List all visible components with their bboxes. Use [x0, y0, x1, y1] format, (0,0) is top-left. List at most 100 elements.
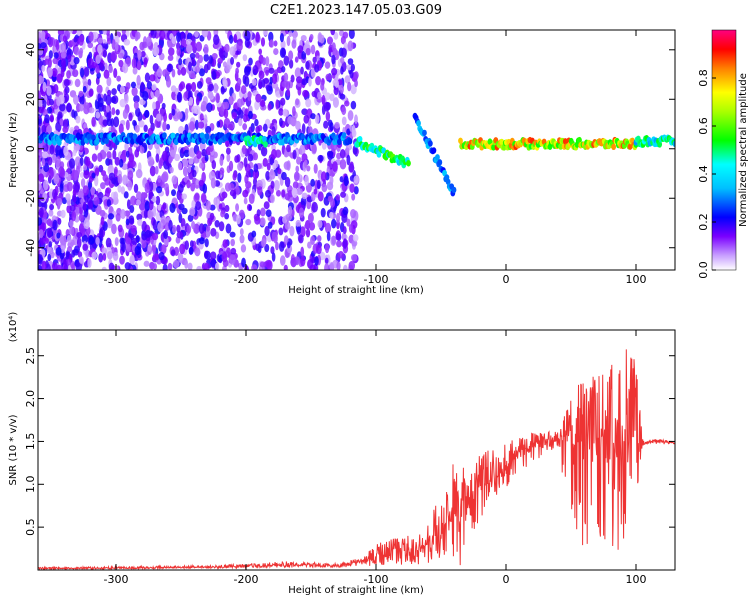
spectrogram-noise-cell — [158, 251, 165, 261]
spectrogram-noise-cell — [287, 205, 293, 216]
snr-y-tick-label: 1.5 — [24, 433, 37, 451]
spectrogram-noise-cell — [337, 251, 344, 259]
spectrogram-noise-cell — [329, 121, 334, 132]
spectrogram-noise-cell — [88, 236, 95, 245]
spectrogram-noise-cell — [192, 169, 197, 178]
spectrogram-noise-cell — [132, 66, 138, 75]
spectrogram-noise-cell — [184, 108, 189, 115]
spectrogram-noise-cell — [335, 232, 340, 241]
spectrogram-noise-cell — [152, 263, 158, 270]
spectrogram-noise-cell — [329, 175, 334, 186]
spectrogram-noise-cell — [351, 239, 358, 247]
spectrogram-noise-cell — [82, 243, 89, 251]
spectrogram-noise-cell — [225, 147, 231, 155]
spectrogram-noise-cell — [347, 40, 354, 52]
spectrogram-noise-cell — [64, 86, 70, 94]
spectrogram-noise-cell — [71, 263, 76, 270]
spectrogram-frame — [37, 29, 676, 271]
spectrogram-noise-cell — [317, 219, 323, 229]
spectrogram-noise-cell — [168, 155, 173, 164]
snr-y-tick-label: 1.0 — [24, 476, 37, 494]
spectrogram-noise-cell — [147, 243, 152, 252]
spectrogram-noise-cell — [77, 190, 84, 200]
spectrogram-noise-cell — [76, 232, 83, 239]
spectrogram-noise-cell — [209, 251, 217, 261]
spectrogram-noise-cell — [305, 98, 312, 108]
spectrogram-noise-cell — [227, 123, 233, 131]
spectrogram-noise-cell — [38, 180, 42, 191]
spectrogram-noise-cell — [333, 31, 339, 40]
spectrogram-noise-cell — [254, 100, 260, 111]
spectrogram-noise-cell — [113, 166, 118, 175]
spectrogram-noise-cell — [90, 186, 96, 196]
spectrogram-noise-cell — [332, 161, 338, 173]
spectrogram-noise-cell — [260, 146, 268, 157]
spectrogram-feature-cell — [162, 132, 167, 139]
spectrogram-noise-cell — [169, 149, 177, 157]
spectrogram-noise-cell — [113, 191, 119, 201]
spectrogram-noise-cell — [124, 93, 129, 104]
spectrogram-noise-cell — [38, 217, 43, 226]
spectrogram-noise-cell — [56, 232, 61, 239]
spectrogram-noise-cell — [283, 72, 289, 82]
spectrogram-noise-cell — [188, 157, 194, 165]
spectrogram-noise-cell — [325, 111, 331, 122]
spectrogram-noise-cell — [143, 260, 150, 267]
spectrogram-noise-cell — [211, 52, 218, 60]
spectrogram-noise-cell — [41, 30, 46, 40]
spectrogram-feature-cell — [376, 151, 382, 158]
spectrogram-noise-cell — [298, 207, 305, 219]
spectrogram-noise-cell — [101, 43, 108, 51]
spectrogram-noise-cell — [149, 165, 156, 177]
spectrogram-noise-cell — [252, 64, 259, 76]
spectrogram-noise-cell — [144, 72, 151, 83]
spectrogram-noise-cell — [102, 174, 109, 182]
spectrogram-feature-cell — [458, 137, 463, 144]
spectrogram-noise-cell — [135, 191, 142, 201]
spectrogram-noise-cell — [123, 191, 129, 199]
spectrogram-noise-cell — [321, 183, 328, 193]
spectrogram-noise-cell — [236, 98, 243, 108]
spectrogram-noise-cell — [52, 219, 58, 231]
spectrogram-noise-cell — [300, 35, 307, 42]
spectrogram-noise-cell — [196, 150, 202, 159]
spectrogram-noise-cell — [354, 114, 358, 124]
spectrogram-noise-cell — [111, 223, 117, 235]
spectrogram-noise-cell — [134, 245, 141, 256]
spectrogram-noise-cell — [290, 74, 295, 83]
spectrogram-noise-cell — [55, 246, 62, 256]
spectrogram-noise-cell — [269, 39, 275, 48]
spectrogram-feature-cell — [427, 140, 433, 147]
spectrogram-feature-cell — [442, 169, 447, 177]
spectrogram-noise-cell — [286, 88, 291, 97]
spectrogram-noise-cell — [237, 172, 242, 183]
spectrogram-noise-cell — [287, 115, 293, 125]
spectrogram-noise-cell — [225, 223, 232, 234]
spectrogram-noise-cell — [283, 235, 289, 245]
spectrogram-noise-cell — [111, 38, 116, 50]
spectrogram-noise-cell — [200, 192, 207, 203]
spectrogram-noise-cell — [126, 199, 131, 210]
spectrogram-noise-cell — [148, 181, 154, 192]
spectrogram-noise-cell — [75, 115, 81, 124]
spectrogram-noise-cell — [155, 195, 161, 206]
spectrogram-noise-cell — [315, 244, 322, 255]
spectrogram-noise-cell — [218, 203, 223, 210]
spectrogram-noise-cell — [303, 159, 308, 168]
spectrogram-noise-cell — [136, 60, 142, 71]
spectrogram-noise-cell — [79, 156, 84, 167]
spectrogram-noise-cell — [121, 30, 126, 35]
spectrogram-x-tick-label: -100 — [364, 273, 389, 286]
spectrogram-noise-cell — [121, 237, 126, 245]
spectrogram-noise-cell — [295, 165, 300, 173]
spectrogram-noise-cell — [346, 218, 351, 227]
spectrogram-noise-cell — [313, 188, 318, 195]
spectrogram-noise-cell — [46, 246, 54, 254]
spectrogram-noise-cell — [85, 156, 91, 167]
spectrogram-noise-cell — [103, 93, 108, 102]
spectrogram-noise-cell — [236, 153, 241, 163]
colorbar: 0.0 0.2 0.4 0.6 0.8 Normalized spectral ampl… — [697, 29, 749, 279]
spectrogram-noise-cell — [91, 61, 97, 69]
spectrogram-noise-cell — [72, 69, 79, 78]
spectrogram-noise-cell — [269, 156, 275, 166]
